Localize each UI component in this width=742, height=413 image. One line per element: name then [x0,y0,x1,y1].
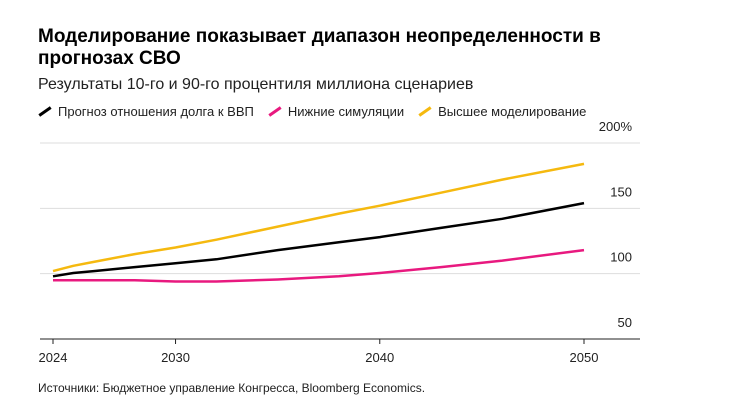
series-line-1 [53,248,585,283]
source-note: Источники: Бюджетное управление Конгресс… [38,381,426,395]
x-tick-label: 2024 [39,350,68,365]
series-line-2 [52,162,585,273]
legend-item-upper: Высшее моделирование [418,104,586,119]
legend-label: Нижние симуляции [287,104,405,119]
legend-label: Прогноз отношения долга к ВВП [58,104,254,119]
x-tick-label: 2040 [365,350,394,365]
chart-subtitle: Результаты 10-го и 90-го процентиля милл… [38,76,474,93]
series-line-0 [52,201,585,278]
legend-label: Высшее моделирование [438,104,587,119]
y-tick-label: 200% [599,119,633,134]
legend-item-forecast: Прогноз отношения долга к ВВП [38,104,254,119]
chart-title: Моделирование показывает диапазон неопре… [38,26,601,69]
y-tick-label: 150 [610,184,632,199]
legend-item-lower: Нижние симуляции [268,104,404,119]
y-tick-label: 100 [610,250,632,265]
legend: Прогноз отношения долга к ВВП Нижние сим… [38,104,586,119]
x-tick-label: 2050 [570,350,599,365]
y-tick-label: 50 [618,315,632,330]
x-tick-label: 2030 [161,350,190,365]
